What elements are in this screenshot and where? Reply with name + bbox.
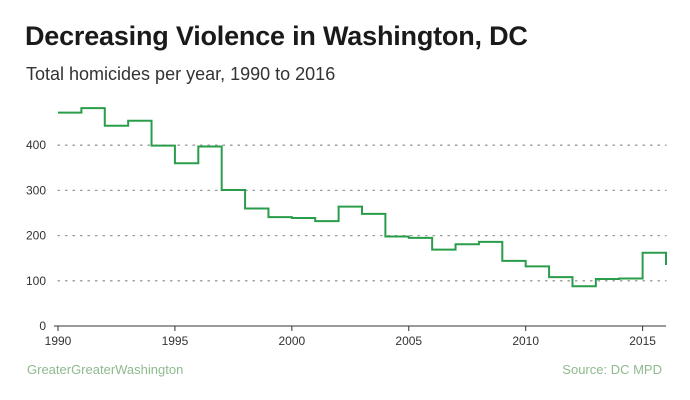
data-point-2013: [606, 277, 610, 281]
data-point-2009: [512, 259, 516, 263]
chart-title: Decreasing Violence in Washington, DC: [25, 21, 528, 51]
footer-credit: GreaterGreaterWashington: [27, 362, 184, 377]
y-tick-label-200: 200: [26, 229, 46, 243]
x-tick-label-2005: 2005: [395, 334, 422, 348]
data-point-2004: [395, 235, 399, 239]
footer-source: Source: DC MPD: [562, 362, 662, 377]
data-point-1999: [278, 215, 282, 219]
data-point-1993: [138, 119, 142, 123]
data-point-1995: [185, 161, 189, 165]
x-tick-label-1995: 1995: [162, 334, 189, 348]
data-point-1996: [208, 145, 212, 149]
x-tick-label-2000: 2000: [278, 334, 305, 348]
data-point-2011: [559, 275, 563, 279]
y-tick-label-300: 300: [26, 183, 46, 197]
data-point-2007: [465, 242, 469, 246]
y-tick-label-400: 400: [26, 138, 46, 152]
data-point-1994: [161, 144, 165, 148]
data-point-1997: [231, 188, 235, 192]
data-point-2008: [489, 240, 493, 244]
x-axis: [54, 325, 666, 331]
data-point-2001: [325, 219, 329, 223]
y-tick-label-0: 0: [39, 319, 46, 333]
data-point-2015: [652, 251, 656, 255]
data-point-2000: [302, 216, 306, 220]
data-point-2016: [676, 263, 680, 267]
y-axis-labels: 0 100 200 300 400: [26, 138, 46, 333]
data-point-2014: [629, 277, 633, 281]
homicides-series-line: [58, 107, 667, 288]
data-point-2012: [582, 284, 586, 288]
x-tick-label-2015: 2015: [629, 334, 656, 348]
data-point-2010: [535, 264, 539, 268]
x-axis-labels: 1990 1995 2000 2005 2010 2015: [45, 334, 657, 348]
data-point-1990: [68, 111, 72, 115]
data-point-2005: [418, 236, 422, 240]
y-tick-label-100: 100: [26, 274, 46, 288]
data-point-1991: [91, 106, 95, 110]
chart-subtitle: Total homicides per year, 1990 to 2016: [26, 64, 336, 84]
data-point-1998: [255, 206, 259, 210]
data-point-2002: [348, 205, 352, 209]
data-point-1992: [114, 124, 118, 128]
data-point-2006: [442, 248, 446, 252]
x-tick-label-1990: 1990: [45, 334, 72, 348]
x-tick-label-2010: 2010: [512, 334, 539, 348]
series-layer: [58, 106, 680, 288]
data-point-2003: [372, 212, 376, 216]
